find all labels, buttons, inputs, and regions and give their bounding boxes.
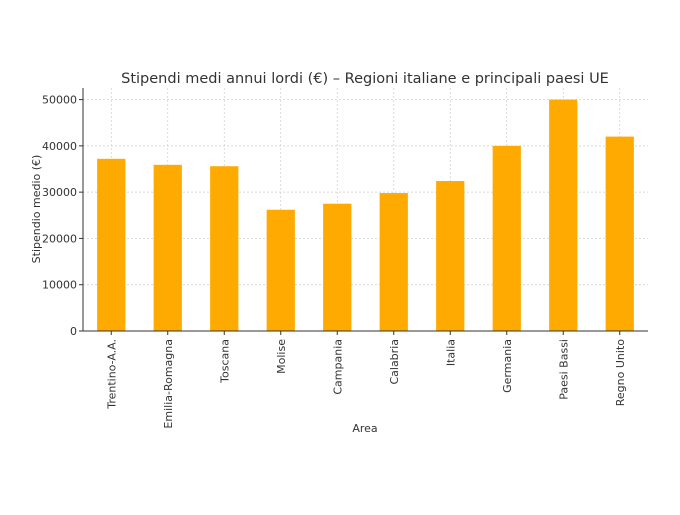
bar-regno-unito xyxy=(605,136,634,331)
y-tick-label: 0 xyxy=(70,325,77,338)
bar-emilia-romagna xyxy=(153,164,182,331)
bar-molise xyxy=(266,209,295,331)
x-tick-label: Calabria xyxy=(388,339,401,385)
x-tick-label: Paesi Bassi xyxy=(557,339,570,400)
bar-campania xyxy=(323,203,352,331)
y-tick-label: 50000 xyxy=(42,94,77,107)
y-axis-label: Stipendio medio (€) xyxy=(30,155,43,264)
x-tick-label: Regno Unito xyxy=(614,339,627,406)
bar-trentino-a-a- xyxy=(97,158,126,331)
x-axis-label: Area xyxy=(352,422,377,435)
y-tick-label: 30000 xyxy=(42,186,77,199)
bar-germania xyxy=(492,145,521,331)
y-tick-label: 40000 xyxy=(42,140,77,153)
bar-toscana xyxy=(210,166,239,331)
x-tick-label: Germania xyxy=(501,339,514,393)
axes: 0 10000 20000 30000 40000 50000 Trentino-A.A. E… xyxy=(42,88,648,429)
x-tick-label: Trentino-A.A. xyxy=(105,339,118,410)
y-tick-label: 20000 xyxy=(42,232,77,245)
bar-italia xyxy=(436,181,465,331)
x-tick-label: Toscana xyxy=(218,339,231,384)
x-tick-label: Emilia-Romagna xyxy=(162,339,175,429)
bar-paesi-bassi xyxy=(549,99,578,331)
y-tick-label: 10000 xyxy=(42,279,77,292)
x-tick-label: Italia xyxy=(444,339,457,366)
chart-title: Stipendi medi annui lordi (€) – Regioni … xyxy=(121,71,609,87)
x-tick-label: Campania xyxy=(331,339,344,395)
bar-calabria xyxy=(379,193,408,331)
bars xyxy=(97,99,634,331)
x-tick-label: Molise xyxy=(275,339,288,374)
